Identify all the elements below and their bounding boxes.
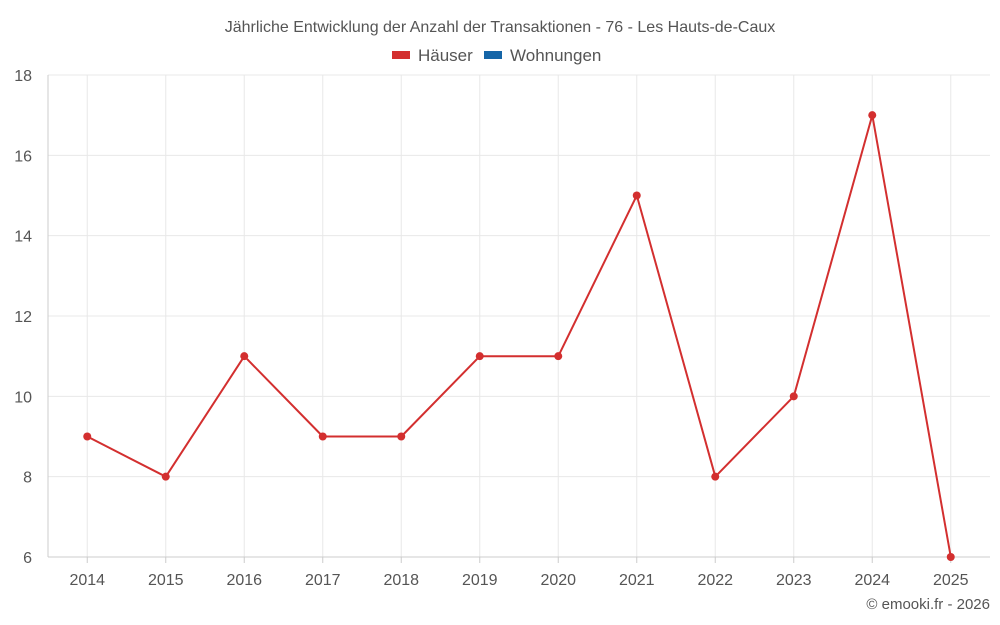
series-line-haeuser [86, 114, 952, 558]
y-tick-label: 12 [14, 309, 32, 326]
data-point-haeuser[interactable] [318, 432, 327, 441]
data-point-haeuser[interactable] [397, 432, 406, 441]
y-tick-label: 10 [14, 389, 32, 406]
x-tick-label: 2023 [776, 572, 812, 589]
legend-label-wohnungen[interactable]: Wohnungen [510, 46, 601, 65]
data-point-haeuser[interactable] [789, 392, 798, 401]
legend: Häuser Wohnungen [392, 46, 601, 65]
x-tick-label: 2018 [383, 572, 419, 589]
x-tick-label: 2025 [933, 572, 969, 589]
x-tick-label: 2019 [462, 572, 498, 589]
x-tick-label: 2017 [305, 572, 341, 589]
axes: 6 8 10 12 14 16 18 2014 2015 2016 2017 2018 2019 2020… [14, 68, 990, 589]
x-tick-label: 2015 [148, 572, 184, 589]
x-tick-label: 2021 [619, 572, 655, 589]
y-tick-label: 14 [14, 229, 32, 246]
x-tick-label: 2016 [226, 572, 262, 589]
series [83, 111, 955, 561]
data-point-haeuser[interactable] [161, 472, 170, 481]
x-tick-label: 2024 [854, 572, 890, 589]
y-tick-label: 18 [14, 68, 32, 85]
x-tick-label: 2020 [540, 572, 576, 589]
data-point-haeuser[interactable] [240, 352, 249, 361]
data-point-haeuser[interactable] [83, 432, 92, 441]
grid [48, 74, 990, 557]
x-tick-label: 2022 [697, 572, 733, 589]
data-point-haeuser[interactable] [554, 352, 563, 361]
data-point-haeuser[interactable] [632, 191, 641, 200]
x-tick-label: 2014 [69, 572, 105, 589]
data-point-haeuser[interactable] [868, 111, 877, 120]
legend-label-haeuser[interactable]: Häuser [418, 46, 473, 65]
data-point-haeuser[interactable] [711, 472, 720, 481]
credit-text: © emooki.fr - 2026 [866, 596, 990, 613]
y-tick-label: 8 [23, 470, 32, 487]
y-tick-label: 16 [14, 148, 32, 165]
data-point-haeuser[interactable] [946, 553, 955, 561]
legend-swatch-haeuser [392, 51, 410, 59]
y-tick-label: 6 [23, 550, 32, 567]
chart-title: Jährliche Entwicklung der Anzahl der Tra… [225, 19, 776, 36]
data-point-haeuser[interactable] [475, 352, 484, 361]
legend-swatch-wohnungen [484, 51, 502, 59]
